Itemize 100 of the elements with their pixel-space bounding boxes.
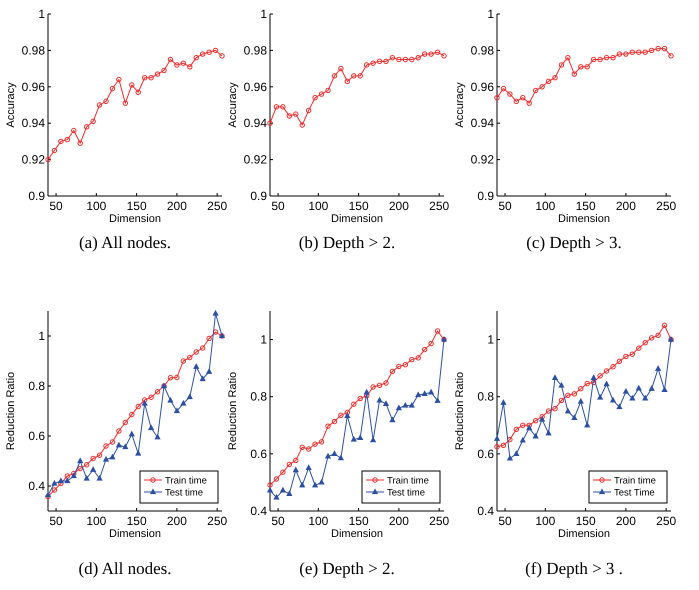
point [552, 374, 558, 380]
y-tick-label: 0.4 [477, 504, 494, 518]
point [116, 428, 122, 434]
y-tick-label: 0.8 [477, 390, 494, 404]
point [90, 118, 96, 124]
point [136, 404, 141, 410]
point [500, 399, 506, 405]
y-tick-label: 0.6 [477, 446, 494, 461]
point [364, 389, 370, 395]
point [344, 410, 350, 416]
point [212, 310, 218, 316]
x-axis-title: Dimension [558, 528, 610, 540]
point [90, 466, 96, 472]
point [622, 388, 629, 394]
x-tick-label: 50 [271, 514, 286, 528]
x-tick-label: 100 [535, 199, 556, 213]
point [71, 128, 76, 134]
point [306, 464, 312, 470]
point [610, 54, 616, 60]
y-tick-label: 0.9 [477, 189, 494, 203]
point [358, 396, 363, 402]
y-tick-label: 0.98 [244, 43, 268, 58]
point [390, 368, 396, 374]
point [584, 380, 590, 386]
y-tick-label: 1 [487, 332, 494, 347]
point [416, 54, 421, 60]
point [532, 433, 539, 439]
x-axis-title: Dimension [109, 213, 161, 225]
point [280, 469, 286, 475]
point [293, 458, 298, 464]
point [318, 91, 324, 97]
x-tick-label: 200 [166, 514, 188, 528]
point [402, 56, 408, 62]
x-tick-label: 100 [308, 514, 329, 528]
point [116, 76, 122, 82]
point [539, 414, 545, 420]
point [193, 363, 200, 369]
point [58, 478, 64, 484]
y-tick-label: 0.94 [244, 116, 268, 130]
point [558, 62, 564, 68]
y-axis-title: Reduction Ratio [454, 372, 466, 450]
y-tick-label: 0.98 [22, 43, 46, 58]
point [78, 140, 83, 146]
point [148, 75, 154, 80]
point [332, 418, 338, 424]
point [84, 475, 90, 481]
point [507, 91, 513, 97]
text: (a) All nodes. [78, 233, 172, 252]
point [300, 122, 305, 128]
point [45, 494, 51, 500]
point [286, 113, 292, 119]
point [434, 397, 440, 403]
point [212, 329, 218, 335]
point [96, 452, 102, 458]
x-tick-label: 250 [656, 514, 676, 528]
point [415, 392, 422, 398]
point [206, 50, 212, 55]
point [364, 62, 370, 68]
point [604, 380, 610, 386]
point [532, 418, 538, 424]
y-tick-label: 0.96 [470, 80, 494, 94]
point [110, 86, 116, 92]
point [274, 476, 280, 482]
point [616, 404, 622, 410]
point [96, 102, 102, 108]
point [564, 408, 571, 414]
point [390, 54, 396, 60]
y-axis-title: Accuracy [5, 82, 17, 128]
legend-label: Test time [387, 488, 426, 498]
point [332, 73, 338, 79]
point [494, 95, 500, 100]
point [148, 424, 154, 430]
y-tick-label: 0.96 [22, 80, 46, 94]
point [578, 386, 584, 392]
point [350, 436, 357, 442]
y-tick-label: 0.4 [28, 479, 46, 493]
point [110, 439, 116, 445]
point [206, 368, 212, 374]
x-tick-label: 100 [535, 514, 556, 528]
point [662, 386, 668, 392]
point [136, 90, 141, 95]
y-axis-title: Accuracy [227, 82, 239, 128]
x-tick-label: 200 [616, 514, 636, 528]
point [64, 136, 70, 142]
x-tick-label: 150 [576, 199, 596, 213]
point [325, 453, 331, 459]
point [103, 98, 109, 104]
point [422, 51, 428, 57]
point [578, 398, 584, 404]
point [636, 385, 642, 391]
point [636, 50, 642, 55]
x-axis-title: Dimension [331, 213, 383, 225]
point [552, 406, 558, 412]
point [142, 400, 148, 406]
y-tick-label: 0.98 [470, 43, 494, 58]
point [539, 84, 545, 90]
point [122, 444, 128, 450]
point [187, 64, 192, 70]
point [409, 356, 414, 362]
point [318, 439, 324, 445]
